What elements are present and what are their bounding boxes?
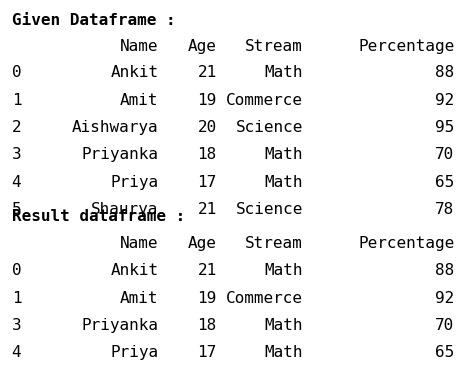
Text: Result dataframe :: Result dataframe : — [12, 209, 185, 224]
Text: Amit: Amit — [120, 93, 158, 108]
Text: 92: 92 — [435, 291, 454, 306]
Text: Science: Science — [235, 202, 303, 217]
Text: Science: Science — [235, 120, 303, 135]
Text: Amit: Amit — [120, 291, 158, 306]
Text: Ankit: Ankit — [110, 263, 158, 278]
Text: 70: 70 — [435, 318, 454, 333]
Text: Ankit: Ankit — [110, 65, 158, 80]
Text: 0: 0 — [12, 263, 21, 278]
Text: Stream: Stream — [245, 39, 303, 54]
Text: Name: Name — [120, 236, 158, 251]
Text: 65: 65 — [435, 175, 454, 190]
Text: Math: Math — [264, 318, 303, 333]
Text: 18: 18 — [198, 318, 217, 333]
Text: 4: 4 — [12, 175, 21, 190]
Text: Percentage: Percentage — [358, 236, 454, 251]
Text: Math: Math — [264, 175, 303, 190]
Text: Aishwarya: Aishwarya — [72, 120, 158, 135]
Text: Name: Name — [120, 39, 158, 54]
Text: 21: 21 — [198, 263, 217, 278]
Text: Age: Age — [188, 39, 217, 54]
Text: 1: 1 — [12, 93, 21, 108]
Text: Commerce: Commerce — [226, 291, 303, 306]
Text: 19: 19 — [198, 291, 217, 306]
Text: 0: 0 — [12, 65, 21, 80]
Text: 21: 21 — [198, 65, 217, 80]
Text: Math: Math — [264, 65, 303, 80]
Text: Math: Math — [264, 345, 303, 360]
Text: 21: 21 — [198, 202, 217, 217]
Text: Age: Age — [188, 236, 217, 251]
Text: Given Dataframe :: Given Dataframe : — [12, 13, 175, 28]
Text: Commerce: Commerce — [226, 93, 303, 108]
Text: 17: 17 — [198, 175, 217, 190]
Text: Math: Math — [264, 263, 303, 278]
Text: 78: 78 — [435, 202, 454, 217]
Text: Priya: Priya — [110, 175, 158, 190]
Text: 20: 20 — [198, 120, 217, 135]
Text: 3: 3 — [12, 147, 21, 162]
Text: Priya: Priya — [110, 345, 158, 360]
Text: Priyanka: Priyanka — [82, 147, 158, 162]
Text: 3: 3 — [12, 318, 21, 333]
Text: Math: Math — [264, 147, 303, 162]
Text: 65: 65 — [435, 345, 454, 360]
Text: Percentage: Percentage — [358, 39, 454, 54]
Text: 92: 92 — [435, 93, 454, 108]
Text: Stream: Stream — [245, 236, 303, 251]
Text: Shaurya: Shaurya — [91, 202, 158, 217]
Text: 1: 1 — [12, 291, 21, 306]
Text: 88: 88 — [435, 65, 454, 80]
Text: 18: 18 — [198, 147, 217, 162]
Text: Priyanka: Priyanka — [82, 318, 158, 333]
Text: 5: 5 — [12, 202, 21, 217]
Text: 95: 95 — [435, 120, 454, 135]
Text: 4: 4 — [12, 345, 21, 360]
Text: 2: 2 — [12, 120, 21, 135]
Text: 70: 70 — [435, 147, 454, 162]
Text: 17: 17 — [198, 345, 217, 360]
Text: 88: 88 — [435, 263, 454, 278]
Text: 19: 19 — [198, 93, 217, 108]
